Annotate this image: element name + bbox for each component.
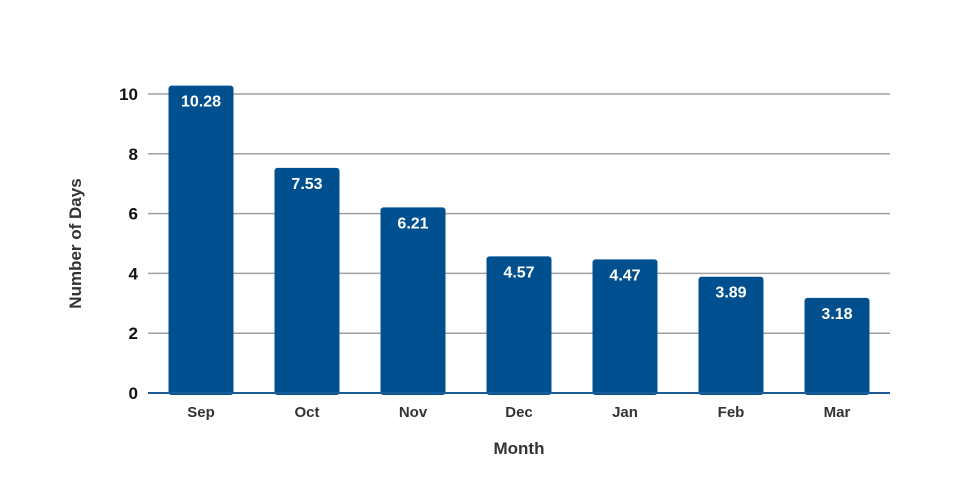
data-label: 6.21 — [397, 215, 428, 232]
y-tick-label: 0 — [129, 384, 138, 403]
x-tick-label: Sep — [187, 404, 215, 421]
y-tick-label: 10 — [119, 85, 138, 104]
x-tick-label: Feb — [718, 404, 745, 421]
bar-dec — [486, 256, 552, 395]
y-tick-label: 4 — [129, 264, 139, 283]
data-label: 4.47 — [609, 267, 640, 284]
x-tick-label: Mar — [824, 404, 851, 421]
data-labels: 10.28 7.53 6.21 4.57 4.47 3.89 3.18 — [181, 94, 853, 323]
gridlines — [148, 93, 890, 334]
x-tick-label: Nov — [399, 404, 428, 421]
bar-oct — [274, 167, 340, 395]
y-tick-label: 8 — [129, 145, 138, 164]
bar-jan — [592, 259, 658, 395]
bar-feb — [698, 276, 764, 395]
x-axis-title: Month — [494, 439, 545, 458]
x-axis-ticks: Sep Oct Nov Dec Jan Feb Mar — [187, 404, 850, 421]
y-axis-title: Number of Days — [66, 178, 85, 308]
data-label: 3.89 — [715, 285, 746, 302]
data-label: 7.53 — [291, 176, 322, 193]
y-tick-label: 2 — [129, 324, 138, 343]
data-label: 4.57 — [503, 264, 534, 281]
y-tick-label: 6 — [129, 205, 138, 224]
x-tick-label: Oct — [294, 404, 319, 421]
bars — [168, 85, 870, 396]
y-axis-ticks: 0 2 4 6 8 10 — [119, 85, 138, 403]
data-label: 3.18 — [821, 306, 852, 323]
x-tick-label: Jan — [612, 404, 638, 421]
bar-sep — [168, 85, 234, 396]
data-label: 10.28 — [181, 94, 221, 111]
x-tick-label: Dec — [505, 404, 533, 421]
bar-mar — [804, 297, 870, 395]
bar-nov — [380, 207, 446, 395]
